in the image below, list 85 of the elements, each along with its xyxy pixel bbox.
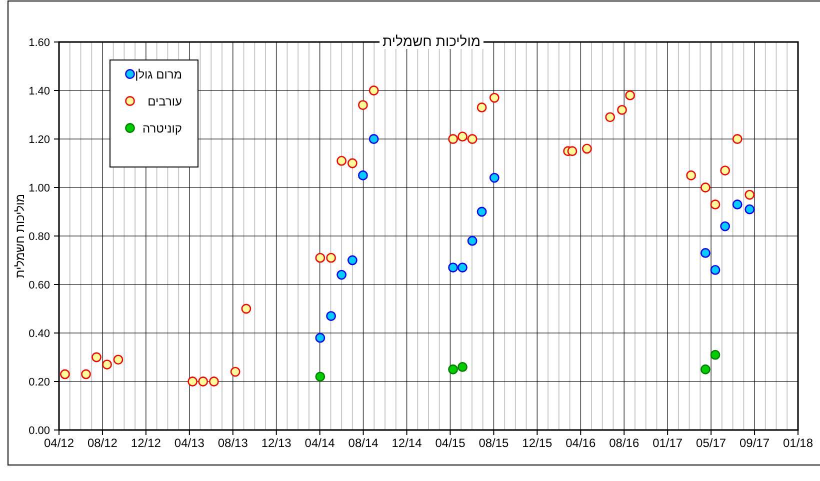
x-tick-label: 04/14: [304, 436, 336, 450]
point: [605, 112, 616, 122]
x-tick-label: 08/15: [478, 436, 510, 450]
point: [710, 265, 720, 275]
x-tick-label: 12/13: [261, 436, 292, 450]
y-tick-label: 0.40: [28, 328, 50, 340]
point: [700, 364, 710, 374]
point: [336, 270, 347, 280]
y-tick-label: 0.60: [28, 280, 50, 292]
point: [326, 311, 336, 321]
point: [710, 200, 720, 210]
point: [489, 172, 500, 183]
x-tick-label: 09/17: [740, 436, 770, 450]
x-tick-label: 01/17: [652, 436, 683, 450]
point: [315, 332, 326, 343]
legend-label: עורבים: [148, 94, 182, 108]
point: [60, 369, 70, 380]
point: [347, 255, 358, 266]
x-tick-label: 04/13: [174, 436, 205, 450]
point: [113, 354, 124, 365]
point: [467, 134, 478, 144]
point: [720, 221, 730, 232]
point: [336, 156, 347, 166]
x-tick-label: 04/12: [44, 436, 74, 450]
point: [625, 90, 636, 100]
point: [92, 352, 102, 362]
legend-label: קוניטרה: [142, 122, 182, 136]
point: [448, 134, 458, 144]
x-tick-label: 12/15: [522, 436, 553, 450]
point: [700, 248, 710, 258]
x-tick-label: 08/14: [348, 436, 379, 450]
point: [326, 252, 336, 263]
y-tick-label: 1.40: [28, 86, 50, 98]
point: [458, 262, 468, 272]
point: [567, 146, 578, 156]
x-tick-label: 12/14: [392, 436, 422, 450]
y-tick-label: 1.20: [28, 134, 50, 146]
y-tick-label: 0.80: [28, 231, 50, 243]
y-tick-label: 1.60: [28, 37, 50, 49]
point: [700, 182, 710, 192]
point: [732, 200, 742, 210]
point: [368, 86, 379, 96]
point: [198, 376, 208, 386]
point: [241, 304, 252, 314]
point: [476, 206, 487, 217]
legend-label: מרום גולן: [135, 68, 182, 82]
x-tick-label: 04/16: [566, 436, 596, 450]
chart-title: מוליכות חשמלית: [382, 33, 480, 49]
point: [686, 170, 696, 180]
point: [732, 134, 742, 144]
point: [209, 376, 219, 386]
y-tick-label: 0.00: [28, 425, 50, 437]
x-tick-label: 05/17: [696, 436, 726, 450]
point: [489, 92, 500, 103]
point: [358, 100, 368, 110]
point: [368, 134, 379, 144]
point: [448, 364, 458, 374]
x-tick-label: 04/15: [435, 436, 466, 450]
point: [617, 104, 627, 115]
point: [744, 204, 755, 214]
x-tick-label: 08/13: [218, 436, 248, 450]
x-tick-label: 01/18: [782, 436, 814, 450]
y-axis-title: מוליכות חשמלית: [13, 194, 27, 278]
point: [81, 369, 91, 380]
x-tick-label: 08/16: [609, 436, 640, 450]
point: [582, 144, 592, 154]
point: [102, 360, 112, 370]
point: [710, 350, 720, 360]
point: [744, 190, 755, 200]
x-tick-label: 12/12: [130, 436, 162, 450]
y-tick-label: 0.20: [28, 376, 50, 388]
point: [188, 376, 198, 386]
point: [315, 252, 326, 263]
point: [315, 372, 326, 382]
y-tick-label: 1.00: [28, 182, 50, 194]
point: [448, 262, 458, 272]
point: [476, 102, 487, 112]
x-tick-label: 08/12: [87, 436, 118, 450]
point: [358, 170, 368, 180]
point: [230, 366, 240, 377]
point: [458, 362, 468, 372]
point: [347, 158, 358, 168]
point: [720, 166, 730, 176]
point: [467, 236, 478, 246]
point: [458, 132, 468, 142]
